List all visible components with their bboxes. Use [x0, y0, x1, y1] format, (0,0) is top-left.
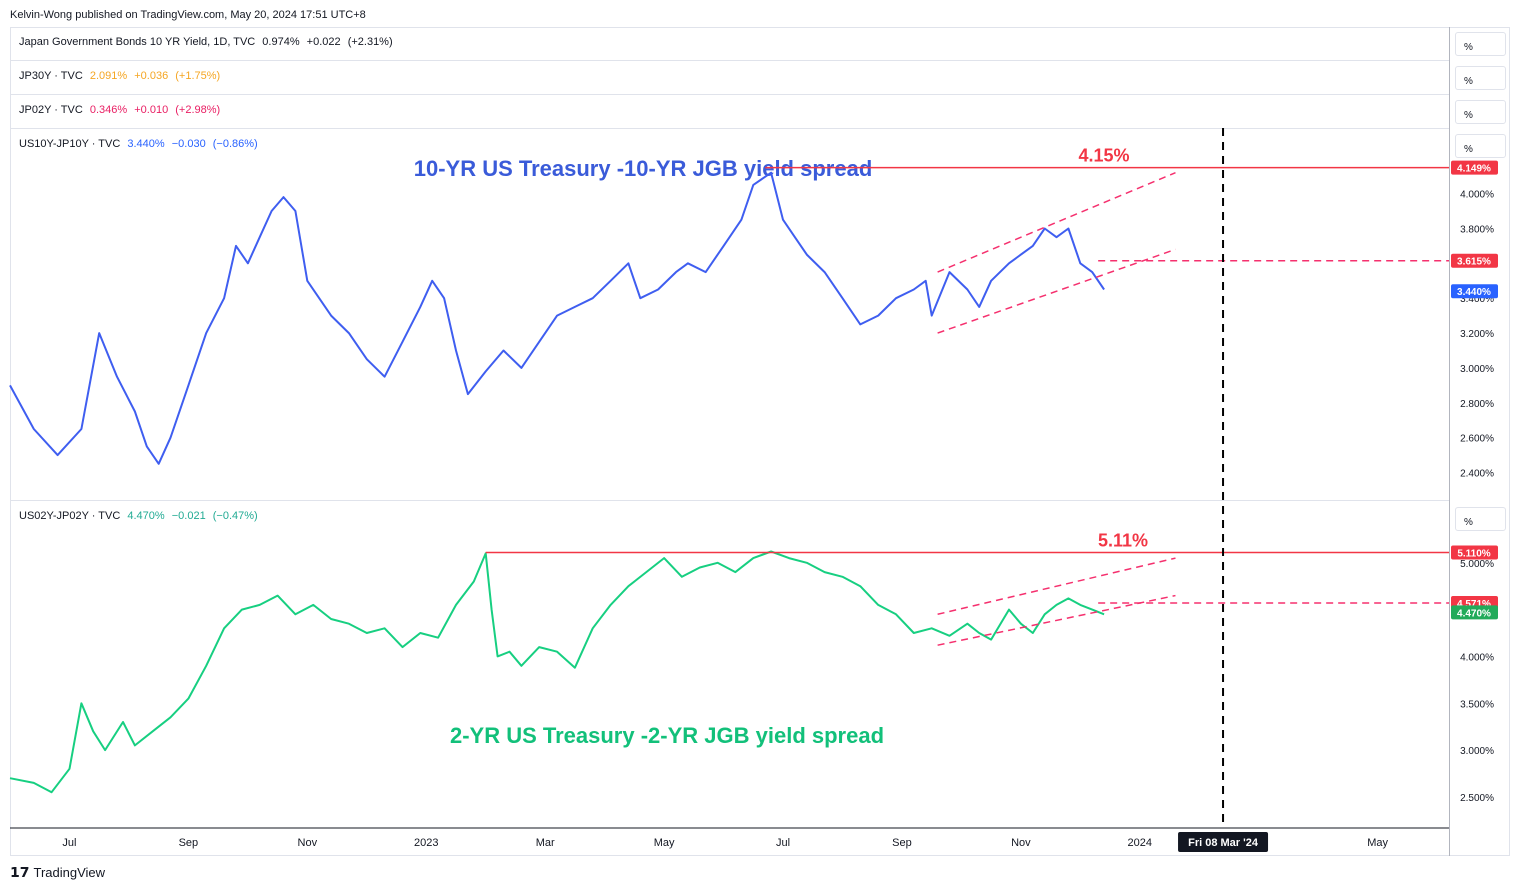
pane-us10-jp10: [10, 129, 1449, 501]
legend-jp02y-name: JP02Y · TVC: [19, 104, 83, 116]
legend-us02-jp02-name: US02Y-JP02Y · TVC: [19, 510, 121, 522]
legend-jp10y[interactable]: Japan Government Bonds 10 YR Yield, 1D, …: [19, 36, 397, 48]
legend-jp02y-value: 0.346%: [89, 104, 128, 116]
legend-jp10y-change-pct: (+2.31%): [347, 36, 393, 48]
pane-jp30y: [10, 61, 1449, 95]
footer-brand: TradingView: [33, 865, 106, 880]
scale-mode-button-jp10y[interactable]: %: [1455, 32, 1506, 56]
legend-jp30y[interactable]: JP30Y · TVC 2.091% +0.036 (+1.75%): [19, 70, 224, 82]
footer: 𝟭𝟳 TradingView: [10, 864, 105, 881]
scale-mode-button-jp30y[interactable]: %: [1455, 66, 1506, 90]
scale-mode-button-us02-jp02[interactable]: %: [1455, 507, 1506, 531]
legend-us02-jp02-change-pct: (−0.47%): [212, 510, 258, 522]
legend-jp02y[interactable]: JP02Y · TVC 0.346% +0.010 (+2.98%): [19, 104, 224, 116]
legend-us10-jp10[interactable]: US10Y-JP10Y · TVC 3.440% −0.030 (−0.86%): [19, 138, 262, 150]
price-axis-divider: [1449, 27, 1450, 856]
scale-mode-button-us10-jp10[interactable]: %: [1455, 134, 1506, 158]
legend-us10-jp10-change-pct: (−0.86%): [212, 138, 258, 150]
legend-jp02y-change: +0.010: [134, 104, 169, 116]
pane-jp02y: [10, 95, 1449, 129]
legend-us02-jp02-value: 4.470%: [127, 510, 165, 522]
legend-jp10y-change: +0.022: [306, 36, 341, 48]
pane-jp10y: [10, 27, 1449, 61]
legend-us10-jp10-change: −0.030: [171, 138, 206, 150]
legend-us10-jp10-value: 3.440%: [127, 138, 165, 150]
legend-us10-jp10-name: US10Y-JP10Y · TVC: [19, 138, 121, 150]
legend-jp30y-value: 2.091%: [89, 70, 128, 82]
published-header: Kelvin-Wong published on TradingView.com…: [10, 9, 366, 21]
legend-jp02y-change-pct: (+2.98%): [175, 104, 221, 116]
legend-jp30y-name: JP30Y · TVC: [19, 70, 83, 82]
tradingview-logo-icon: 𝟭𝟳: [10, 864, 30, 880]
legend-jp30y-change-pct: (+1.75%): [175, 70, 221, 82]
legend-jp30y-change: +0.036: [134, 70, 169, 82]
legend-us02-jp02[interactable]: US02Y-JP02Y · TVC 4.470% −0.021 (−0.47%): [19, 510, 262, 522]
scale-mode-button-jp02y[interactable]: %: [1455, 100, 1506, 124]
legend-jp10y-value: 0.974%: [262, 36, 300, 48]
legend-jp10y-name: Japan Government Bonds 10 YR Yield, 1D, …: [19, 36, 256, 48]
legend-us02-jp02-change: −0.021: [171, 510, 206, 522]
